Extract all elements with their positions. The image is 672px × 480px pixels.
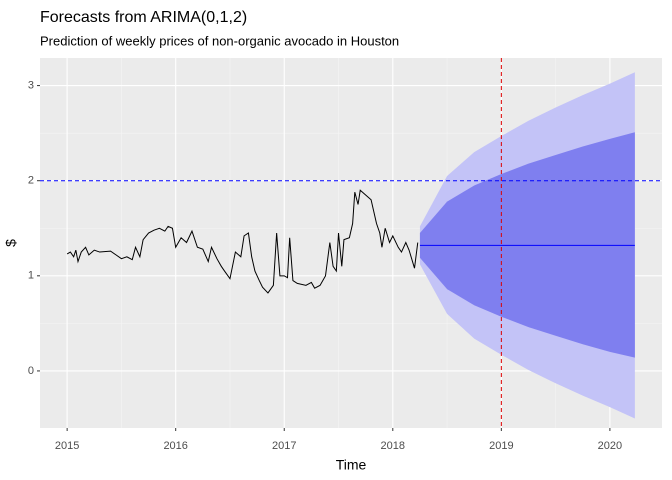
x-tick-label: 2020 (598, 440, 622, 452)
y-tick-label: 1 (28, 270, 34, 282)
y-tick-label: 0 (28, 365, 34, 377)
x-tick-label: 2015 (55, 440, 79, 452)
y-tick-label: 2 (28, 175, 34, 187)
x-tick-label: 2019 (489, 440, 513, 452)
history-line (66, 189, 419, 294)
y-axis-label: $ (3, 239, 19, 247)
y-tick-label: 3 (28, 79, 34, 91)
x-tick-label: 2016 (163, 440, 187, 452)
chart-title: Forecasts from ARIMA(0,1,2) (40, 9, 247, 26)
x-axis-label: Time (336, 457, 367, 473)
x-tick-label: 2017 (272, 440, 296, 452)
chart-subtitle: Prediction of weekly prices of non-organ… (40, 33, 399, 48)
x-tick-label: 2018 (381, 440, 405, 452)
